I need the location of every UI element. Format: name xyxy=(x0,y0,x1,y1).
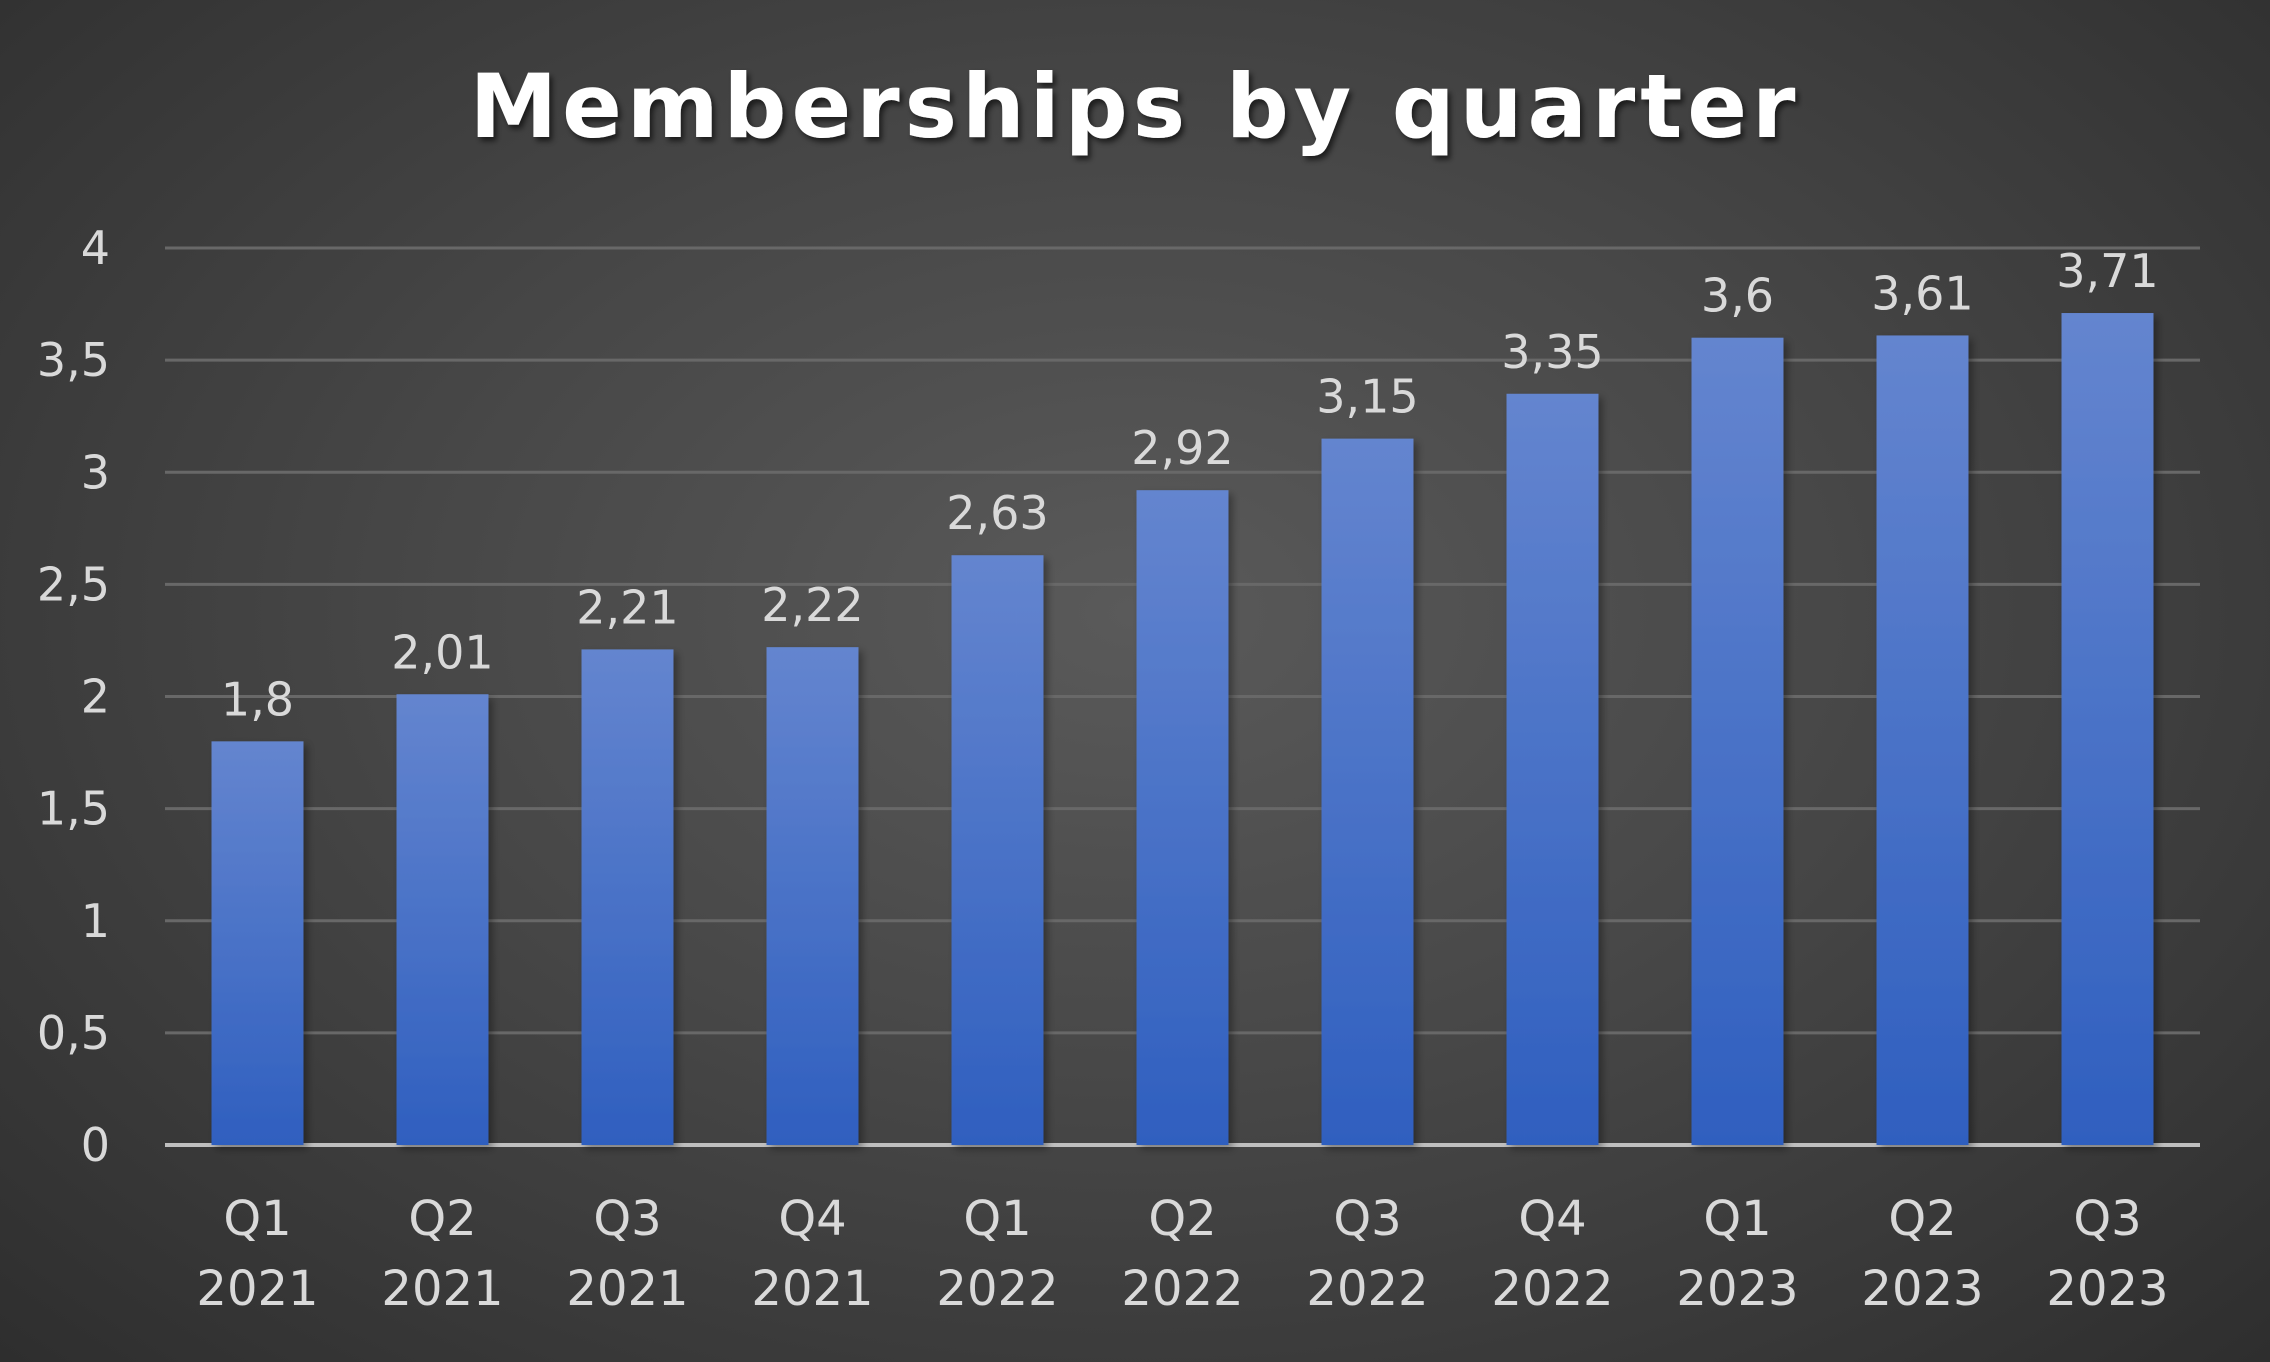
x-tick-label-year: 2021 xyxy=(751,1261,873,1317)
y-tick-label: 0,5 xyxy=(37,1006,110,1060)
data-label: 2,21 xyxy=(576,580,678,634)
data-label: 3,71 xyxy=(2056,244,2158,298)
x-tick-label-year: 2023 xyxy=(1861,1261,1983,1317)
x-tick-label-year: 2022 xyxy=(1491,1261,1613,1317)
data-label: 3,6 xyxy=(1701,269,1774,323)
y-tick-label: 1,5 xyxy=(37,782,110,836)
x-tick-label-year: 2022 xyxy=(1121,1261,1243,1317)
x-tick-label-year: 2023 xyxy=(2046,1261,2168,1317)
x-tick-label-quarter: Q2 xyxy=(1888,1191,1956,1247)
data-label: 2,22 xyxy=(761,578,863,632)
x-tick-label-quarter: Q3 xyxy=(1333,1191,1401,1247)
y-tick-label: 0 xyxy=(81,1118,110,1172)
x-tick-label-quarter: Q3 xyxy=(593,1191,661,1247)
x-tick-label-year: 2021 xyxy=(381,1261,503,1317)
y-tick-label: 4 xyxy=(81,221,110,275)
bar xyxy=(581,649,674,1145)
bar xyxy=(1691,337,1784,1145)
bar xyxy=(396,694,489,1145)
x-tick-label-year: 2021 xyxy=(566,1261,688,1317)
x-axis-ticks: Q1 2021 Q2 2021 Q3 2021 Q4 2021 Q1 2022 Q2 2022 Q3 20… xyxy=(196,1191,2168,1317)
x-tick-label-quarter: Q1 xyxy=(223,1191,291,1247)
bars xyxy=(211,313,2154,1146)
data-labels: 1,8 2,01 2,21 2,22 2,63 2,92 3,15 3,35 3,6 3,61 3,… xyxy=(221,244,2159,726)
bar xyxy=(951,555,1044,1145)
x-tick-label-year: 2021 xyxy=(196,1261,318,1317)
bar xyxy=(1321,438,1414,1145)
data-label: 3,15 xyxy=(1316,370,1418,424)
y-tick-label: 2,5 xyxy=(37,557,110,611)
chart-title: Memberships by quarter xyxy=(470,55,1801,158)
data-label: 2,63 xyxy=(946,486,1048,540)
x-tick-label-quarter: Q3 xyxy=(2073,1191,2141,1247)
bar xyxy=(1136,490,1229,1145)
x-tick-label-quarter: Q1 xyxy=(1703,1191,1771,1247)
bar xyxy=(211,741,304,1145)
x-tick-label-quarter: Q2 xyxy=(408,1191,476,1247)
y-axis-ticks: 0 0,5 1 1,5 2 2,5 3 3,5 4 xyxy=(37,221,110,1172)
data-label: 3,61 xyxy=(1871,266,1973,320)
data-label: 1,8 xyxy=(221,672,294,726)
x-tick-label-quarter: Q1 xyxy=(963,1191,1031,1247)
x-tick-label-year: 2022 xyxy=(1306,1261,1428,1317)
bar xyxy=(766,647,859,1145)
bar xyxy=(2061,313,2154,1146)
y-tick-label: 2 xyxy=(81,670,110,724)
x-tick-label-quarter: Q4 xyxy=(1518,1191,1586,1247)
bar xyxy=(1876,335,1969,1145)
data-label: 3,35 xyxy=(1501,325,1603,379)
x-tick-label-quarter: Q2 xyxy=(1148,1191,1216,1247)
x-tick-label-year: 2023 xyxy=(1676,1261,1798,1317)
data-label: 2,01 xyxy=(391,625,493,679)
bar xyxy=(1506,393,1599,1145)
data-label: 2,92 xyxy=(1131,421,1233,475)
y-tick-label: 3 xyxy=(81,445,110,499)
x-tick-label-quarter: Q4 xyxy=(778,1191,846,1247)
y-tick-label: 1 xyxy=(81,894,110,948)
y-tick-label: 3,5 xyxy=(37,333,110,387)
x-tick-label-year: 2022 xyxy=(936,1261,1058,1317)
